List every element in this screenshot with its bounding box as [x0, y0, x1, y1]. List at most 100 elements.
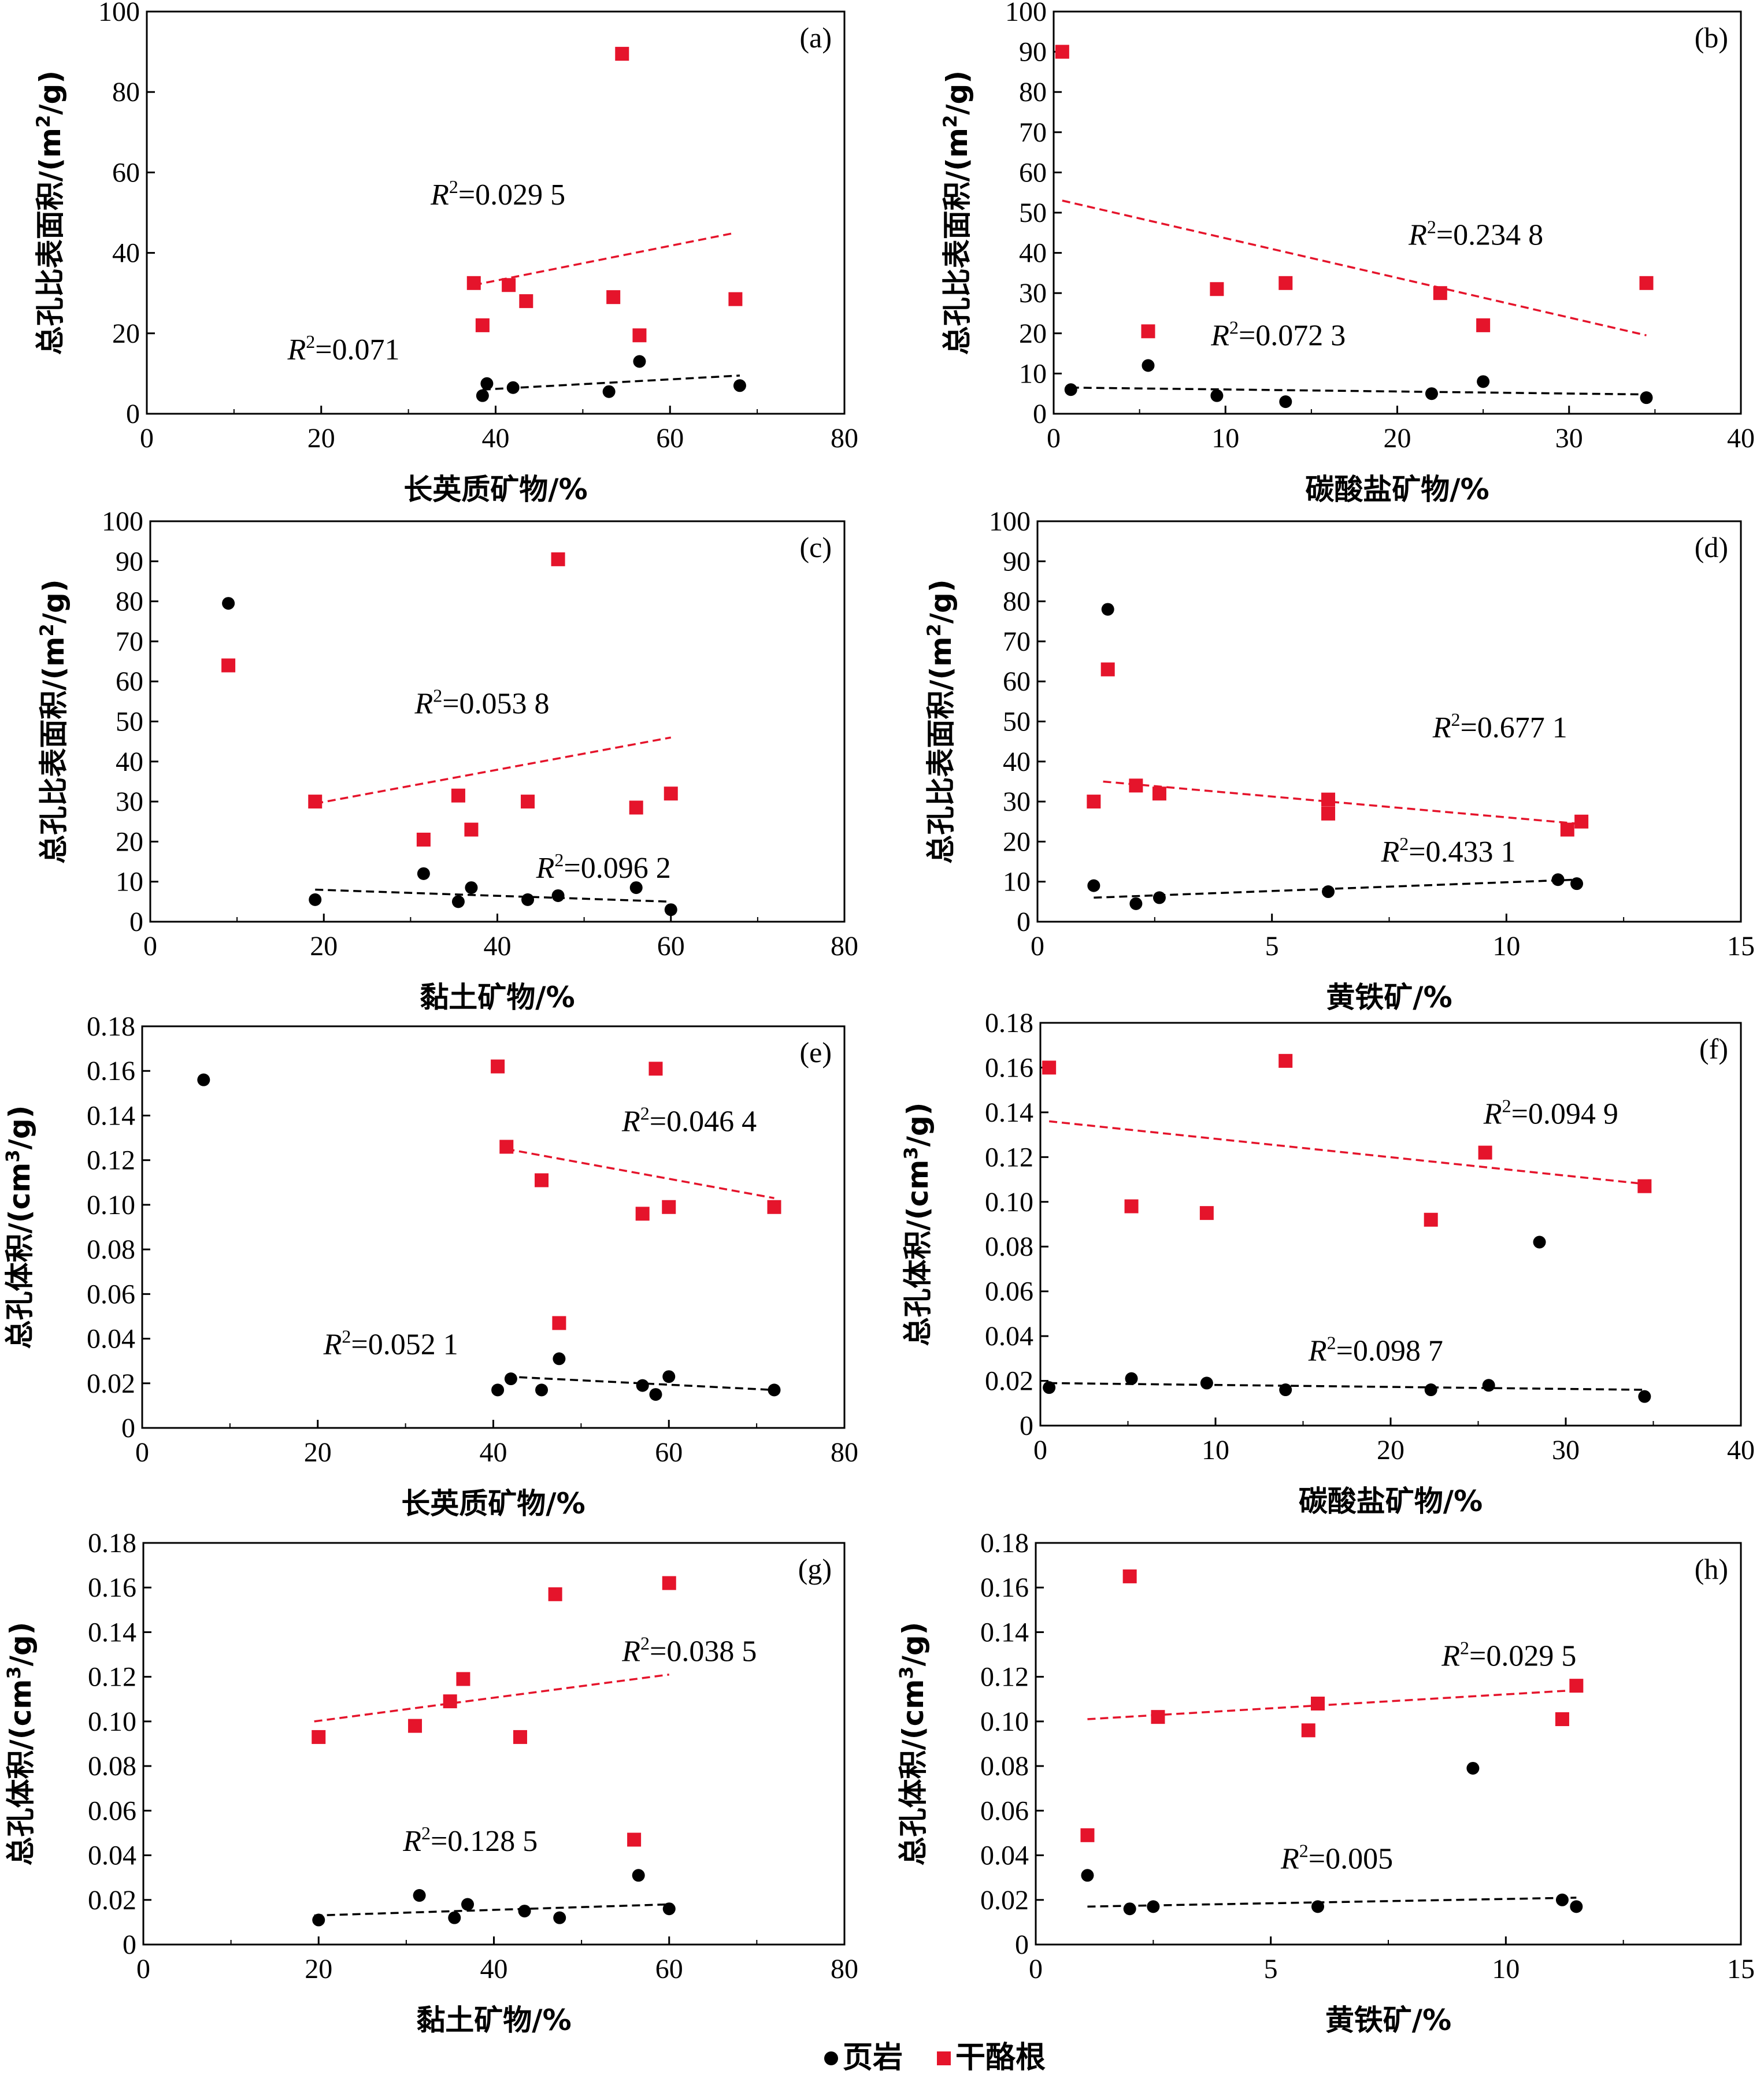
trend-line-kerogen	[1062, 199, 1647, 336]
y-axis-label: 总孔体积/(cm3/g)	[895, 1622, 930, 1865]
panel-a: 0 20 40 60 80 0 20 40 60 80 100 长英质矿物/% 总孔比表面积/(m2/g…	[32, 0, 858, 506]
y-tick-label: 100	[1005, 0, 1047, 27]
x-axis-label: 黄铁矿/%	[1326, 981, 1452, 1014]
x-tick-label: 30	[1552, 1435, 1580, 1465]
panel-tag: (b)	[1695, 21, 1728, 54]
x-tick-label: 80	[831, 1954, 858, 1984]
data-point-kerogen	[491, 1059, 505, 1074]
x-tick-label: 40	[1727, 423, 1755, 454]
data-point-shale	[417, 867, 430, 880]
x-tick-label: 0	[1047, 423, 1061, 454]
y-tick-label: 0.16	[87, 1056, 135, 1086]
y-tick-label: 0.04	[87, 1324, 135, 1355]
x-tick-label: 0	[1031, 931, 1044, 962]
x-tick-label: 80	[831, 1437, 858, 1468]
plot-frame	[146, 10, 846, 415]
x-tick-label: 0	[1029, 1954, 1043, 1984]
y-tick-label: 0.12	[980, 1662, 1029, 1693]
panel-g: 0 20 40 60 80 0 0.02 0.04 0.06 0.08 0.10 0.12 0.14 0.…	[3, 1528, 858, 2037]
x-tick-label: 30	[1555, 423, 1583, 454]
data-point-kerogen	[1042, 1060, 1057, 1075]
y-tick-label: 0.12	[985, 1142, 1033, 1172]
y-tick-label: 0.04	[985, 1321, 1033, 1352]
panel-b: 0 10 20 30 40 0 10 20 30 40 50 60 70 80 90 100 碳酸盐矿物/% 总孔…	[939, 0, 1755, 506]
x-tick-label: 80	[831, 423, 858, 454]
y-tick-label: 90	[1019, 37, 1047, 68]
y-tick-label: 70	[116, 626, 143, 657]
data-point-shale	[1482, 1379, 1495, 1392]
legend-label: 干酪根	[955, 2040, 1046, 2075]
data-point-kerogen	[1199, 1206, 1214, 1220]
data-point-kerogen	[1055, 44, 1069, 59]
y-tick-label: 100	[102, 506, 143, 537]
y-axis-label: 总孔比表面积/(m2/g)	[939, 71, 974, 355]
panel-e: 0 20 40 60 80 0 0.02 0.04 0.06 0.08 0.10 0.12 0.14 0.…	[2, 1011, 858, 1520]
y-tick-label: 0.12	[87, 1145, 135, 1176]
data-point-kerogen	[1569, 1679, 1584, 1693]
y-tick-label: 0.12	[88, 1662, 136, 1693]
x-axis-label: 黏土矿物/%	[416, 2003, 571, 2037]
data-point-shale	[312, 1913, 325, 1927]
x-tick-label: 0	[1033, 1435, 1047, 1465]
data-point-kerogen	[513, 1730, 527, 1744]
r2-annotation: R2=0.433 1	[1380, 833, 1515, 869]
x-tick-label: 60	[655, 1954, 683, 1984]
y-tick-label: 80	[112, 77, 140, 107]
y-tick-label: 0.04	[88, 1841, 136, 1871]
x-tick-label: 40	[482, 423, 510, 454]
data-point-kerogen	[408, 1719, 423, 1733]
y-tick-label: 60	[116, 666, 143, 697]
data-point-kerogen	[1278, 1053, 1293, 1068]
panel-d: 0 5 10 15 0 10 20 30 40 50 60 70 80 90 100 黄铁矿/% 总孔比表面积/…	[923, 506, 1755, 1014]
data-point-shale	[1640, 391, 1653, 405]
data-point-shale	[476, 389, 489, 402]
data-point-shale	[451, 895, 465, 908]
y-tick-label: 10	[116, 867, 143, 897]
panel-tag: (c)	[800, 531, 832, 563]
y-tick-label: 0	[1033, 399, 1047, 429]
data-point-shale	[1125, 1372, 1138, 1385]
y-tick-label: 40	[1019, 238, 1047, 269]
x-tick-label: 0	[136, 1954, 150, 1984]
panel-tag: (f)	[1699, 1033, 1728, 1065]
y-tick-label: 0.06	[87, 1279, 135, 1309]
x-tick-label: 60	[655, 1437, 683, 1468]
x-axis-label: 碳酸盐矿物/%	[1305, 473, 1489, 506]
y-tick-label: 50	[1019, 198, 1047, 228]
data-point-shale	[664, 903, 677, 917]
data-point-shale	[1551, 873, 1565, 886]
data-point-shale	[491, 1383, 505, 1397]
y-tick-label: 80	[1003, 587, 1031, 617]
data-point-kerogen	[1433, 286, 1447, 300]
x-tick-label: 10	[1211, 423, 1239, 454]
y-tick-label: 40	[1003, 747, 1031, 777]
data-point-kerogen	[1321, 792, 1336, 807]
data-point-kerogen	[615, 47, 629, 61]
x-tick-label: 20	[1384, 423, 1411, 454]
y-tick-label: 0.10	[88, 1706, 136, 1737]
data-point-kerogen	[662, 1200, 676, 1214]
y-tick-label: 0.02	[980, 1885, 1029, 1916]
data-point-kerogen	[1151, 1710, 1165, 1724]
data-point-kerogen	[308, 795, 323, 809]
trend-line-shale	[482, 374, 740, 391]
data-point-kerogen	[552, 1316, 566, 1330]
y-tick-label: 0	[1017, 907, 1031, 937]
y-tick-label: 0.08	[88, 1751, 136, 1782]
x-tick-label: 10	[1492, 931, 1520, 962]
trend-line-kerogen	[1048, 1120, 1645, 1185]
x-axis-label: 碳酸盐矿物/%	[1299, 1485, 1483, 1518]
x-tick-label: 20	[305, 1954, 332, 1984]
data-point-kerogen	[606, 290, 621, 305]
y-tick-label: 0.18	[87, 1011, 135, 1042]
y-tick-label: 50	[1003, 707, 1031, 737]
data-point-shale	[1081, 1869, 1094, 1882]
x-tick-label: 5	[1264, 1954, 1278, 1984]
data-point-kerogen	[499, 1140, 514, 1154]
y-tick-label: 0	[126, 399, 140, 429]
data-point-kerogen	[1560, 822, 1574, 837]
data-point-shale	[1533, 1235, 1546, 1249]
data-point-kerogen	[466, 276, 481, 290]
y-tick-label: 60	[112, 157, 140, 188]
data-point-kerogen	[1476, 318, 1491, 332]
